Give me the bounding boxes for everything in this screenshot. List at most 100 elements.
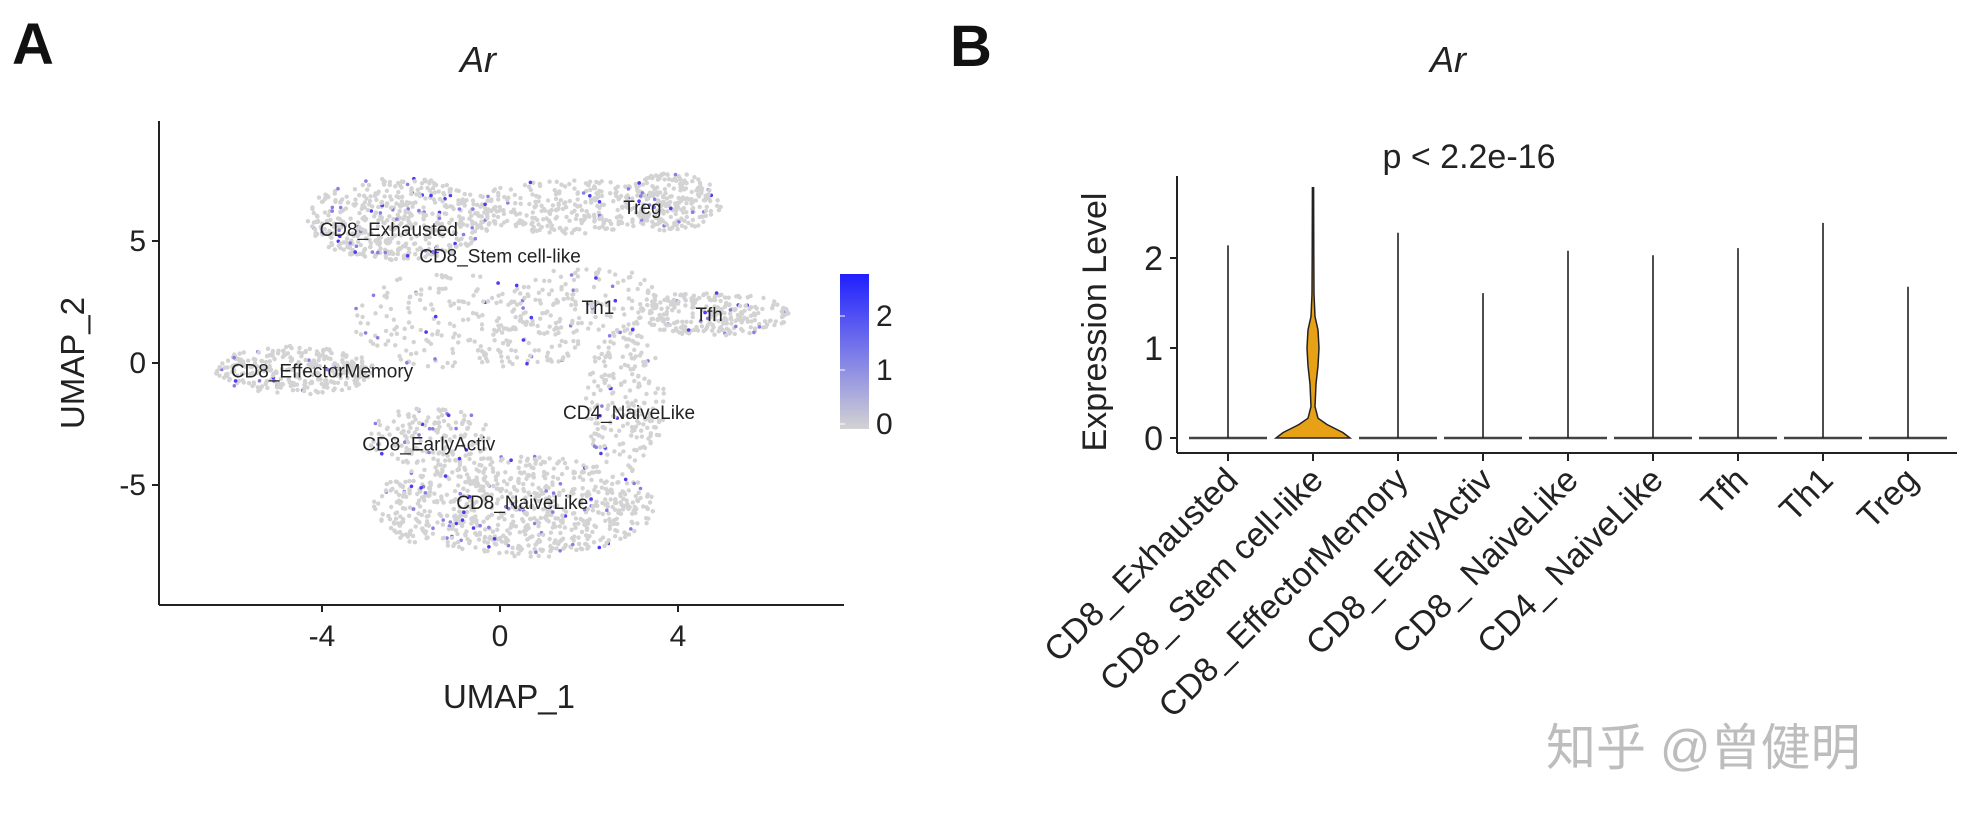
cell-point bbox=[669, 206, 673, 211]
cell-point bbox=[576, 541, 582, 547]
cell-point bbox=[469, 219, 475, 224]
cell-point bbox=[436, 420, 442, 425]
cell-point bbox=[467, 421, 473, 426]
cell-point bbox=[453, 528, 459, 533]
cell-point bbox=[427, 493, 432, 498]
cell-point bbox=[360, 314, 365, 320]
cell-point bbox=[331, 223, 336, 229]
cell-point bbox=[563, 231, 568, 236]
cell-point bbox=[609, 221, 614, 227]
p-value-annotation: p < 2.2e-16 bbox=[1383, 138, 1556, 176]
cell-point bbox=[701, 219, 706, 224]
cell-point bbox=[599, 374, 604, 379]
cell-point bbox=[585, 526, 590, 531]
cell-point bbox=[621, 496, 626, 501]
cell-point bbox=[332, 247, 338, 252]
cell-point bbox=[572, 345, 578, 350]
violin-y-label: Expression Level bbox=[1076, 193, 1114, 452]
cell-point bbox=[402, 326, 407, 331]
cell-point bbox=[447, 189, 452, 195]
cell-point bbox=[546, 499, 551, 504]
cell-point bbox=[251, 380, 256, 385]
cell-point bbox=[510, 545, 515, 550]
cell-point bbox=[478, 274, 483, 279]
cell-point bbox=[388, 306, 394, 312]
cell-point bbox=[608, 180, 613, 185]
cell-point bbox=[686, 328, 691, 332]
cell-point bbox=[413, 221, 418, 226]
cell-point bbox=[626, 287, 631, 292]
cell-point bbox=[499, 223, 504, 228]
cell-point bbox=[443, 286, 448, 291]
cell-point bbox=[659, 306, 664, 311]
cell-point bbox=[783, 306, 789, 312]
cell-point bbox=[623, 337, 629, 342]
cell-point bbox=[626, 404, 631, 409]
cell-point bbox=[394, 277, 400, 283]
cell-point bbox=[569, 273, 574, 277]
cell-point bbox=[313, 227, 318, 232]
cell-point bbox=[403, 479, 408, 484]
color-bar-label: 2 bbox=[876, 300, 893, 333]
cell-point bbox=[607, 526, 612, 531]
cell-point bbox=[236, 357, 241, 362]
cell-point bbox=[413, 516, 419, 522]
cell-point bbox=[450, 452, 456, 457]
cell-point bbox=[441, 418, 447, 424]
cell-point bbox=[504, 326, 509, 331]
cell-point bbox=[406, 320, 412, 325]
cell-point bbox=[606, 384, 612, 389]
cell-point bbox=[477, 488, 482, 493]
cell-point bbox=[486, 436, 491, 441]
cell-point bbox=[592, 225, 598, 230]
cluster-label: CD8_Stem cell-like bbox=[419, 247, 581, 268]
cell-point bbox=[610, 490, 615, 495]
cell-point bbox=[633, 424, 639, 429]
cell-point bbox=[372, 499, 377, 504]
cell-point bbox=[385, 290, 390, 296]
x-tick-label: 4 bbox=[670, 620, 687, 653]
cell-point bbox=[496, 193, 501, 198]
cell-point bbox=[427, 426, 432, 431]
cell-point bbox=[764, 322, 770, 327]
cell-point bbox=[595, 190, 601, 195]
cell-point bbox=[656, 209, 661, 214]
cell-point bbox=[320, 232, 325, 237]
cell-point bbox=[497, 204, 502, 210]
cell-point bbox=[406, 300, 411, 305]
cell-point bbox=[681, 205, 687, 211]
cell-point bbox=[508, 491, 513, 496]
cell-point bbox=[507, 531, 513, 536]
cell-point bbox=[506, 195, 511, 200]
cell-point bbox=[643, 177, 648, 182]
cell-point bbox=[499, 514, 504, 519]
cell-point bbox=[363, 236, 369, 241]
cell-point bbox=[487, 346, 492, 352]
cell-point bbox=[590, 529, 595, 535]
cell-point bbox=[573, 270, 578, 276]
cell-point bbox=[437, 450, 442, 455]
cell-point bbox=[364, 216, 369, 222]
cell-point bbox=[588, 197, 594, 202]
cell-point bbox=[338, 241, 343, 246]
cell-point bbox=[499, 330, 505, 335]
cell-point bbox=[456, 198, 461, 203]
cell-point bbox=[368, 241, 373, 246]
cell-point bbox=[376, 204, 381, 210]
cell-point bbox=[530, 210, 535, 215]
cell-point bbox=[382, 220, 387, 226]
cell-point bbox=[626, 463, 631, 468]
cell-point bbox=[690, 217, 696, 223]
cell-point bbox=[388, 488, 393, 493]
cell-point bbox=[255, 385, 261, 390]
cell-point bbox=[478, 523, 482, 528]
cell-point bbox=[427, 286, 433, 291]
cell-point bbox=[658, 300, 663, 305]
cell-point bbox=[605, 452, 610, 457]
cell-point bbox=[525, 361, 529, 366]
cell-point bbox=[601, 425, 606, 430]
cell-point bbox=[656, 198, 661, 203]
cell-point bbox=[489, 295, 495, 301]
cell-point bbox=[357, 210, 362, 216]
cell-point bbox=[704, 204, 709, 210]
